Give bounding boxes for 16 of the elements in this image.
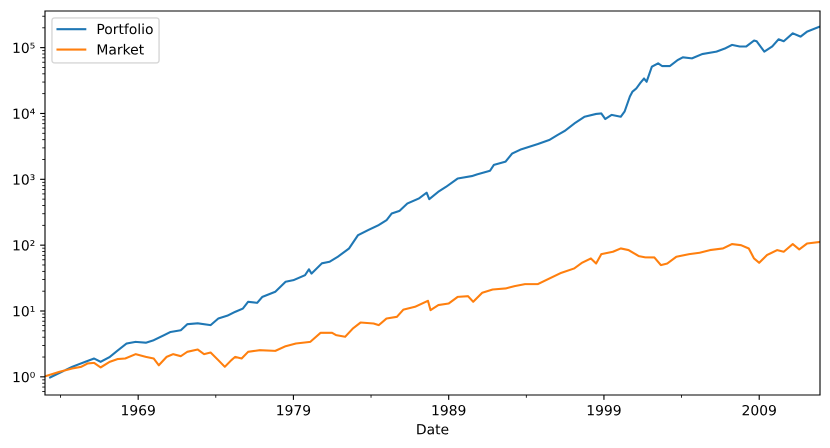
y-tick-label: 10⁰ xyxy=(14,372,35,382)
legend-label: Market xyxy=(98,44,144,55)
y-tick-label: 10⁴ xyxy=(14,108,35,119)
x-tick-label: 1989 xyxy=(432,404,466,416)
line-series xyxy=(45,240,820,378)
y-tick-label: 10¹ xyxy=(14,306,35,316)
x-tick-label: 1969 xyxy=(122,404,155,416)
x-axis-title: Date xyxy=(417,424,448,434)
y-tick-label: 10⁵ xyxy=(14,42,35,54)
x-tick-label: 2009 xyxy=(742,404,776,416)
y-tick-label: 10³ xyxy=(14,174,35,185)
x-tick-label: 1999 xyxy=(588,404,621,416)
line-series xyxy=(49,26,820,378)
y-tick-label: 10² xyxy=(14,240,34,251)
x-tick-label: 1979 xyxy=(277,404,310,416)
legend-label: Portfolio xyxy=(98,24,153,34)
